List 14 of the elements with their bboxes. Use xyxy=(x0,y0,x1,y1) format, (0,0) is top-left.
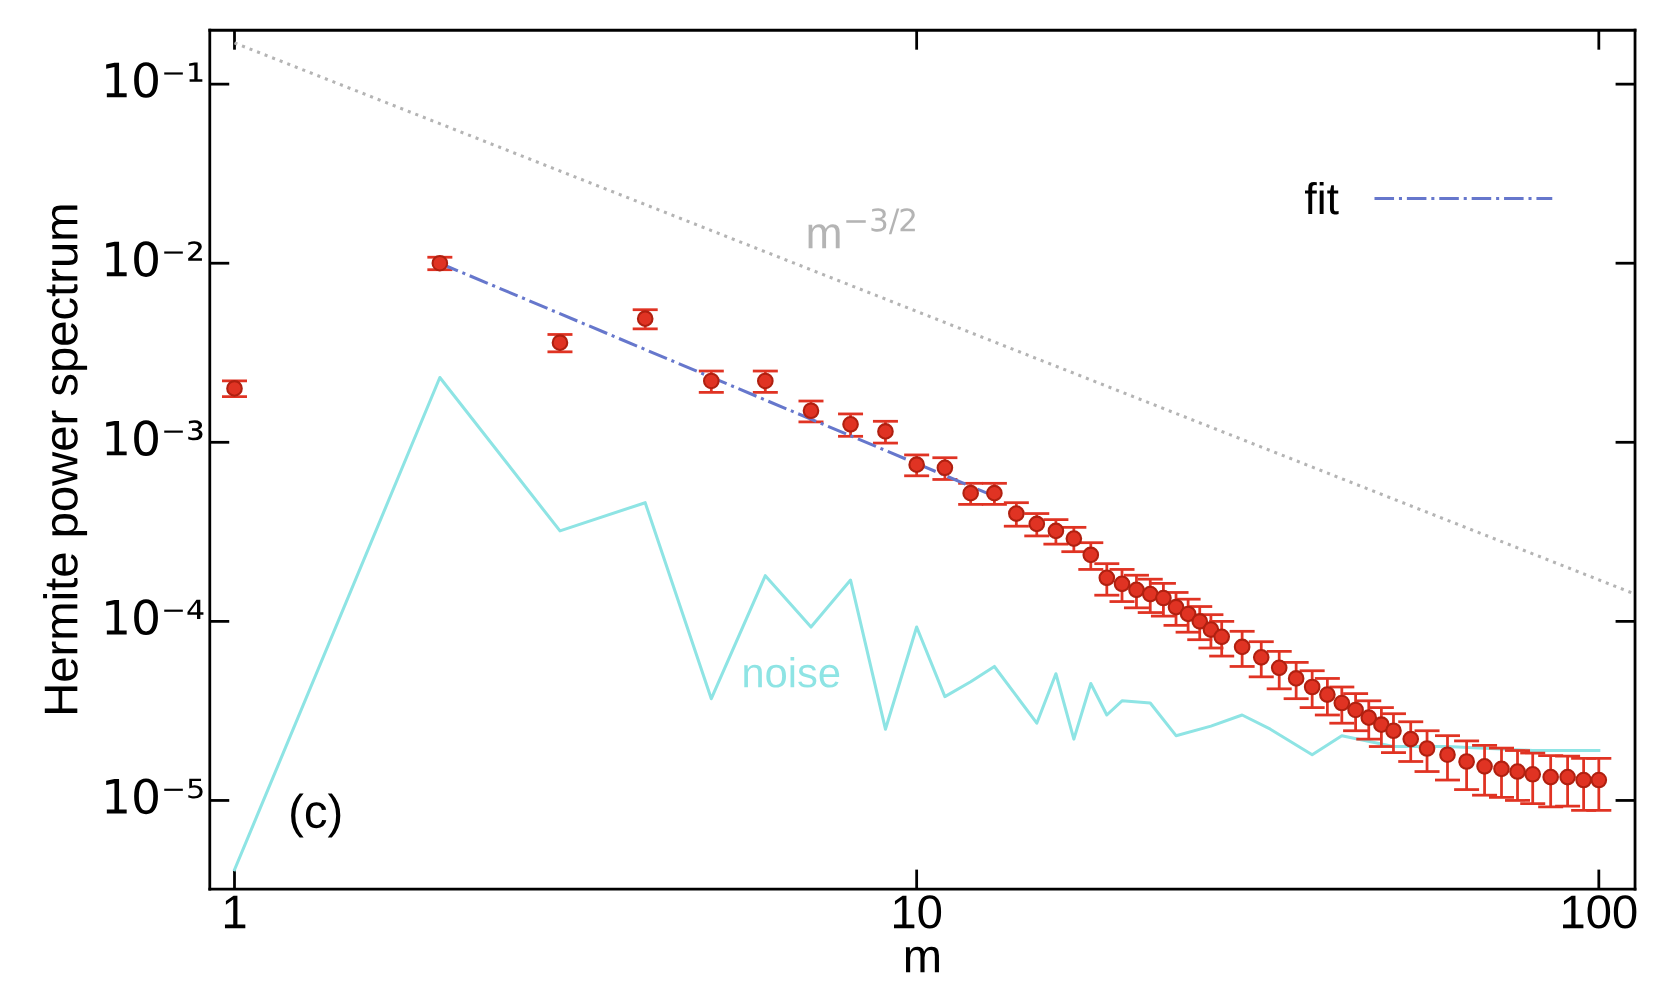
y-tick-label: 10⁻³ xyxy=(106,420,203,456)
y-axis-title: Hermite power spectrum xyxy=(43,205,88,713)
annotation: m$^{−3/2}$ xyxy=(808,208,915,249)
x-axis-title: m xyxy=(905,946,939,973)
legend-label: fit xyxy=(1305,181,1339,215)
y-tick-label: 10⁻⁵ xyxy=(106,778,203,815)
y-tick-label: 10⁻² xyxy=(106,241,202,277)
annotation: (c) xyxy=(291,793,341,838)
x-tick-label: 100 xyxy=(1563,895,1637,929)
y-tick-label: 10⁻¹ xyxy=(106,62,203,98)
x-tick-label: 10 xyxy=(894,895,942,929)
x-tick-label: 1 xyxy=(224,895,246,929)
y-tick-label: 10⁻⁴ xyxy=(106,599,204,636)
annotation: noise xyxy=(744,656,840,688)
